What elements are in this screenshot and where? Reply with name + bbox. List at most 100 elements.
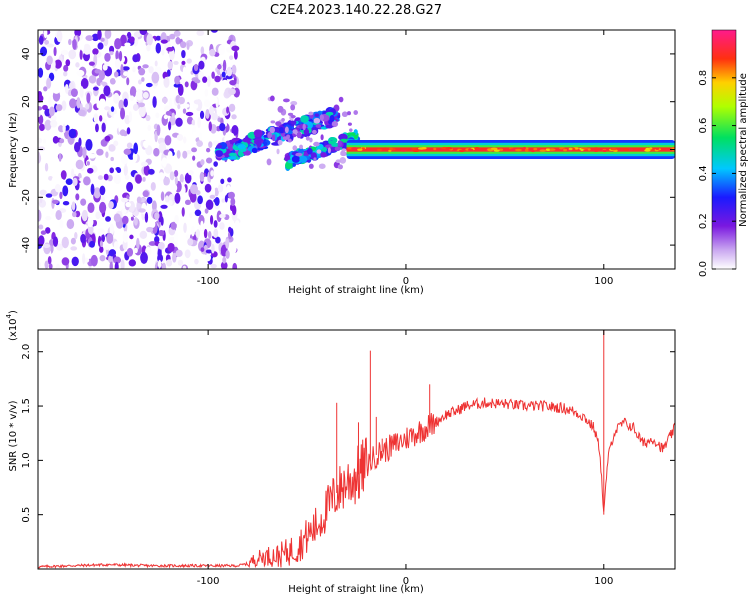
heat-blob <box>270 120 276 124</box>
heat-blob <box>133 142 139 155</box>
heat-blob <box>228 103 236 112</box>
band-blob <box>539 149 547 152</box>
heat-blob <box>204 88 209 97</box>
heat-blob <box>328 140 336 145</box>
heat-blob <box>219 200 223 208</box>
heat-blob <box>256 140 262 148</box>
heat-blob <box>101 234 106 243</box>
heat-blob <box>70 168 75 178</box>
heat-blob <box>160 39 168 44</box>
heat-blob <box>66 218 75 230</box>
heat-blob <box>42 138 46 144</box>
heat-blob <box>68 49 77 60</box>
heat-blob <box>173 30 181 37</box>
heat-blob <box>227 177 232 183</box>
snr-panel: -100 0 100 0.5 1.0 1.5 2.0 Height of straight… <box>5 310 676 595</box>
heat-blob <box>126 31 132 39</box>
heat-blob <box>210 263 217 269</box>
heat-blob <box>196 140 204 148</box>
heat-blob <box>335 159 341 164</box>
heat-blob <box>196 30 205 36</box>
heat-blob <box>102 64 108 71</box>
heat-blob <box>308 163 314 169</box>
heat-blob <box>181 49 186 59</box>
band-blob <box>514 148 522 152</box>
heat-blob <box>210 30 218 33</box>
heat-blob <box>43 86 48 92</box>
heat-blob <box>39 195 43 204</box>
heat-blob <box>226 66 233 77</box>
heat-blob <box>107 174 113 182</box>
heat-blob <box>143 140 149 149</box>
heat-blob <box>205 147 211 153</box>
colorbar-tick-label: 0.6 <box>698 118 709 134</box>
heat-blob <box>161 157 168 167</box>
top-y-tick-label: -40 <box>21 237 32 253</box>
heat-blob <box>38 209 42 222</box>
heat-blob <box>99 254 106 262</box>
heat-blob <box>189 192 197 203</box>
heat-blob <box>109 261 113 269</box>
band-blob <box>530 149 536 153</box>
heat-blob <box>157 253 164 263</box>
top-x-axis: -100 0 100 <box>197 30 613 287</box>
heat-blob <box>290 101 298 106</box>
heat-blob <box>59 191 63 200</box>
colorbar-label: Normalized spectral amplitude <box>738 73 749 227</box>
heat-blob <box>132 103 139 111</box>
heat-blob <box>51 114 57 122</box>
heat-blob <box>313 141 320 147</box>
heat-blob <box>186 150 192 155</box>
heat-blob <box>135 174 142 184</box>
heat-blob <box>121 215 129 225</box>
heat-blob <box>59 219 64 229</box>
heat-blob <box>122 231 129 243</box>
heat-blob <box>79 49 83 60</box>
heat-blob <box>60 49 69 56</box>
heat-blob <box>124 114 131 125</box>
heat-blob <box>174 75 181 85</box>
heat-blob <box>44 108 51 117</box>
colorbar-tick-label: 0.4 <box>698 165 709 181</box>
heat-blob <box>113 256 121 264</box>
heat-blob <box>339 157 347 164</box>
heat-blob <box>61 100 67 111</box>
heat-blob <box>142 91 149 99</box>
heat-blob <box>95 211 101 220</box>
heat-blob <box>213 187 219 197</box>
heat-blob <box>295 152 303 157</box>
heat-blob <box>109 167 115 174</box>
heat-blob <box>315 124 322 128</box>
heat-blob <box>197 116 201 129</box>
heat-blob <box>129 234 134 240</box>
heat-blob <box>58 153 62 162</box>
heat-blob <box>229 79 237 86</box>
heat-blob <box>62 201 70 206</box>
heat-blob <box>157 229 165 237</box>
heat-blob <box>183 222 187 234</box>
heat-blob <box>59 138 65 144</box>
heat-blob <box>213 228 219 238</box>
heat-blob <box>86 92 91 104</box>
heat-blob <box>48 96 52 106</box>
heat-blob <box>166 47 174 52</box>
heat-blob <box>203 100 211 108</box>
heat-blob <box>113 174 122 185</box>
heat-blob <box>303 128 310 135</box>
heat-blob <box>277 139 283 146</box>
heat-blob <box>170 221 177 230</box>
heat-blob <box>45 193 53 198</box>
heat-blob <box>347 111 351 116</box>
heat-blob <box>113 71 119 78</box>
bottom-x-tick-label: 0 <box>403 576 409 587</box>
heat-blob <box>99 240 104 248</box>
heat-blob <box>130 216 134 221</box>
heat-blob <box>298 147 304 154</box>
heat-blob <box>192 131 197 139</box>
heat-blob <box>134 217 138 226</box>
heat-blob <box>341 111 348 118</box>
heat-blob <box>82 146 87 159</box>
bottom-y-tick-label: 2.0 <box>21 344 32 360</box>
heat-blob <box>128 111 133 123</box>
colorbar-tick-label: 0.0 <box>698 261 709 277</box>
